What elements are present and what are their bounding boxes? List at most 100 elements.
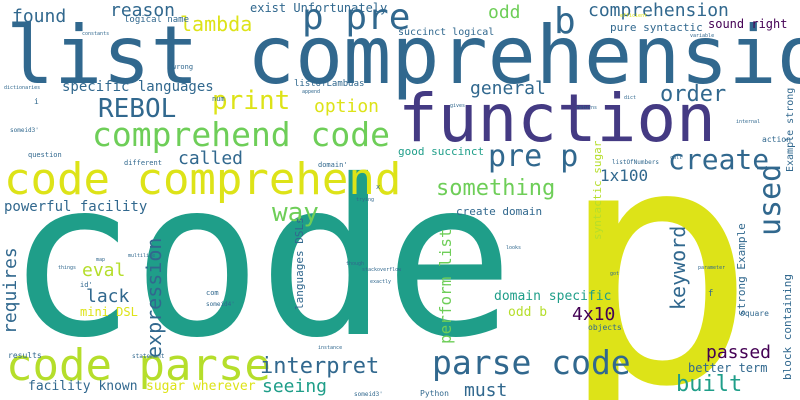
word-code-parse: code parse (6, 340, 271, 391)
word-must: must (464, 380, 508, 400)
word-something: something (436, 176, 556, 201)
word-id-q: id' (80, 281, 93, 289)
word-square: square (740, 309, 769, 318)
word-constants: constants (82, 31, 110, 37)
word-though: though (346, 261, 365, 267)
word-variable: variable (690, 33, 715, 39)
word-option: option (314, 96, 380, 117)
word-way: way (272, 198, 319, 228)
word-i: i (34, 97, 39, 106)
word-4x10: 4x10 (572, 304, 616, 325)
word-p-big: p (558, 75, 757, 400)
word-domain-specific: domain specific (494, 289, 612, 304)
word-exactly: exactly (370, 279, 392, 285)
word-internal: internal (736, 119, 761, 125)
word-x: x (376, 183, 381, 191)
word-comprehension-top: comprehension (588, 0, 729, 21)
word-sugar-wherever: sugar wherever (146, 379, 256, 394)
word-facility-known: facility known (28, 379, 138, 394)
word-list-comprehension: list comprehension (6, 9, 800, 102)
word-rebol: REBOL (98, 94, 177, 124)
word-comprehend-code: comprehend code (92, 115, 391, 154)
word-code-comprehend: code comprehend (4, 154, 402, 205)
word-strong-example: strong Example (735, 223, 748, 316)
word-exist-unfortunately: exist Unfortunately (250, 1, 388, 15)
word-pure-syntactic: pure syntactic (610, 21, 703, 34)
word-python: Python (420, 389, 449, 398)
word-keyword: keyword (666, 225, 690, 310)
word-logical-name: logical name (124, 15, 190, 25)
word-f: f (708, 289, 714, 299)
word-reason: reason (110, 0, 176, 21)
word-looks: looks (506, 245, 522, 251)
word-mini-dsl: mini DSL (80, 305, 138, 319)
word-things: things (58, 265, 77, 271)
word-got: got (610, 271, 620, 277)
word-domain-q: domain' (318, 161, 348, 169)
word-print: print (212, 86, 291, 116)
word-used: used (753, 163, 788, 236)
word-parameter: parameter (698, 265, 726, 271)
word-pre-p: pre p (488, 139, 579, 174)
word-stackoverflow: stackoverflow (362, 267, 402, 273)
word-eval: eval (82, 260, 126, 281)
word-efficient: efficient (620, 13, 648, 19)
word-p-pre: p pre (302, 0, 411, 38)
word-example-strong: Example strong (785, 87, 796, 172)
word-requires: requires (0, 247, 21, 334)
word-someid4: someid4' (206, 301, 235, 308)
word-different: different (124, 159, 162, 167)
word-powerful-facility: powerful facility (4, 199, 148, 215)
word-question: question (28, 151, 62, 159)
word-order: order (660, 82, 727, 107)
word-perform-list: perform list (436, 228, 455, 344)
word-block-containing: block containing (781, 274, 794, 380)
word-someid3b: someid3' (354, 391, 383, 398)
word-passed: passed (706, 342, 772, 363)
word-multiline: multiline (128, 253, 156, 259)
word-good-succinct: good succinct (398, 145, 485, 158)
word-gives: gives (450, 103, 466, 109)
word-function: function (398, 80, 716, 157)
word-b: b (554, 1, 576, 42)
word-list-of-lambdas: listOfLambdas (294, 79, 365, 89)
word-1x100: 1x100 (600, 166, 649, 185)
word-append: append (302, 89, 321, 95)
word-create-domain: create domain (456, 205, 543, 218)
word-instance: instance (318, 345, 343, 351)
word-create: create (668, 143, 770, 176)
word-odd-b: odd b (508, 305, 548, 320)
word-parse-code: parse code (432, 343, 631, 382)
word-general: general (470, 78, 546, 99)
word-code-big: code (6, 134, 514, 385)
word-syntactic-sugar: syntactic sugar (591, 140, 604, 240)
word-built: built (676, 372, 743, 397)
word-succinct-logical: succinct logical (398, 27, 495, 38)
word-someid3: someid3' (10, 127, 39, 134)
word-num: num (212, 95, 225, 103)
word-objects: objects (588, 323, 622, 332)
word-list-of-numbers: listOfNumbers (612, 159, 659, 166)
word-trying: trying (356, 197, 375, 203)
word-dictionaries: dictionaries (4, 85, 41, 91)
word-interpret: interpret (260, 354, 380, 379)
word-com: com (206, 289, 219, 297)
word-lack: lack (86, 286, 130, 307)
word-call: call (670, 155, 683, 161)
word-dict: dict (624, 95, 637, 101)
word-statement: statement (132, 353, 165, 360)
word-languages-dsls: languages DSLs (293, 217, 306, 310)
word-map: map (96, 257, 106, 263)
word-wrong: wrong (172, 63, 194, 71)
word-odd: odd (488, 2, 521, 23)
word-specific-languages: specific languages (62, 79, 214, 95)
word-seeing: seeing (262, 376, 328, 397)
word-returns: returns (576, 105, 598, 111)
word-results: results (8, 351, 42, 360)
word-found: found (12, 6, 67, 27)
word-sound-right: sound right (708, 17, 788, 31)
word-lambda: lambda (180, 12, 253, 36)
word-better-term: better term (688, 361, 768, 375)
word-action: action (762, 135, 791, 144)
